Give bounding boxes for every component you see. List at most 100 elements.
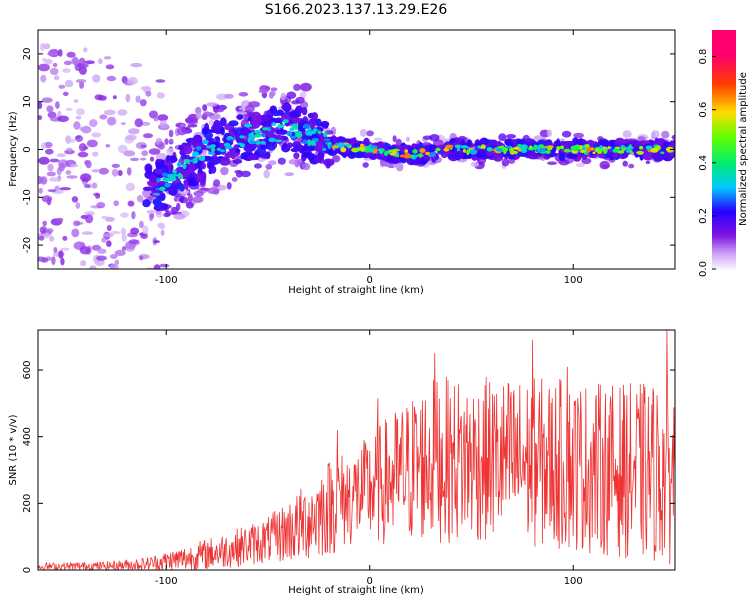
spectrum-blob <box>85 273 90 276</box>
spectrum-peak <box>529 145 533 149</box>
spectrum-blob <box>111 168 119 177</box>
spectrum-blob <box>392 135 397 143</box>
colorbar-tick-label: 0.2 <box>698 208 709 224</box>
spectrum-blob <box>157 114 169 122</box>
spectrum-blob <box>106 224 112 232</box>
spectrum-blob <box>62 91 69 96</box>
spectrum-peak <box>454 144 462 148</box>
spectrum-blob <box>135 95 141 103</box>
spectrum-blob <box>109 274 121 278</box>
colorbar-step <box>712 133 736 137</box>
spectrum-blob <box>71 196 79 203</box>
spectrum-blob <box>254 163 262 169</box>
colorbar-step <box>712 32 736 36</box>
spectrum-blob <box>161 123 169 128</box>
spectrum-blob <box>75 108 85 116</box>
snr-series-line <box>37 329 676 572</box>
colorbar-step <box>712 173 736 177</box>
spectrum-blob <box>284 172 295 177</box>
spectrum-blob <box>238 92 249 97</box>
colorbar-step <box>712 109 736 113</box>
spectrum-blob <box>47 163 54 172</box>
spectrum-blob <box>84 184 91 188</box>
spectrum-blob <box>80 173 92 182</box>
spectrum-blob <box>153 198 162 208</box>
spectrum-peak <box>607 146 611 149</box>
spectrum-blob <box>114 249 126 256</box>
spectrum-blob <box>202 126 209 135</box>
colorbar-step <box>712 231 736 236</box>
spectrum-blob <box>96 255 107 261</box>
spectrum-blob <box>130 288 138 296</box>
spectrum-blob <box>169 186 175 194</box>
spectrum-peak <box>289 127 295 131</box>
spectrum-blob <box>49 67 59 75</box>
spectrum-blob <box>628 163 635 169</box>
spectrum-blob <box>78 57 86 66</box>
spectrum-peak <box>164 182 171 188</box>
colorbar-step <box>712 130 736 135</box>
colorbar-step <box>712 149 736 153</box>
colorbar-step <box>712 136 736 140</box>
x-tick-label: -100 <box>155 576 178 587</box>
colorbar-step <box>712 83 736 87</box>
spectrum-blob <box>637 136 646 141</box>
spectrum-blob <box>219 117 227 127</box>
spectrum-blob <box>651 130 660 139</box>
spectrum-blob <box>41 97 53 103</box>
colorbar-step <box>712 117 736 121</box>
spectrum-blob <box>112 95 117 100</box>
spectrum-blob <box>42 232 51 239</box>
spectrum-blob <box>46 171 56 177</box>
spectrum-blob <box>38 101 43 109</box>
spectrum-blob <box>275 129 288 135</box>
spectrum-blob <box>231 177 238 182</box>
spectrum-blob <box>450 153 461 159</box>
spectrum-blob <box>224 93 234 99</box>
spectrum-peak <box>344 143 350 147</box>
spectrum-blob <box>155 162 161 170</box>
spectrum-blob <box>234 170 243 174</box>
spectrum-peak <box>374 148 378 152</box>
spectrum-blob <box>263 169 271 179</box>
colorbar-step <box>712 245 736 249</box>
spectrum-peak <box>435 147 441 152</box>
spectrum-blob <box>66 51 76 58</box>
spectrum-blob <box>106 240 112 248</box>
spectrum-peak <box>379 149 384 154</box>
y-tick-label: 20 <box>22 48 33 61</box>
spectrum-blob <box>139 255 144 261</box>
spectrum-peak <box>545 149 551 154</box>
spectrum-blob <box>210 125 221 131</box>
spectrum-blob <box>84 60 95 65</box>
spectrum-blob <box>240 170 251 178</box>
spectrum-peak <box>429 152 436 158</box>
spectrum-blob <box>470 161 479 167</box>
spectrum-peak <box>267 127 271 132</box>
spectrum-peak <box>419 148 426 153</box>
spectrum-blob <box>359 129 367 137</box>
spectrum-blob <box>293 83 301 91</box>
spectrum-blob <box>527 153 540 160</box>
spectrum-blob <box>573 132 584 139</box>
spectrum-blob <box>125 93 131 103</box>
colorbar-step <box>712 104 736 108</box>
snr-ticks: -100 0 100 0 200 400 600 <box>22 330 675 587</box>
spectrum-peak <box>469 149 478 155</box>
spectrum-blob <box>117 109 128 116</box>
colorbar-step <box>712 96 736 100</box>
colorbar-step <box>712 120 736 124</box>
spectrum-blob <box>99 114 108 120</box>
spectrum-peak <box>307 141 311 147</box>
spectrum-blob <box>62 235 68 241</box>
spectrum-blob <box>92 151 99 157</box>
spectrum-peak <box>192 158 198 164</box>
colorbar-step <box>712 170 736 174</box>
spectrum-blob <box>565 153 578 159</box>
spectrum-peak <box>457 147 460 152</box>
spectrum-blob <box>58 250 64 259</box>
spectrum-blob <box>65 170 72 175</box>
spectrum-blob <box>38 256 46 262</box>
spectrum-blob <box>195 111 202 120</box>
x-tick-label: -100 <box>155 275 178 286</box>
